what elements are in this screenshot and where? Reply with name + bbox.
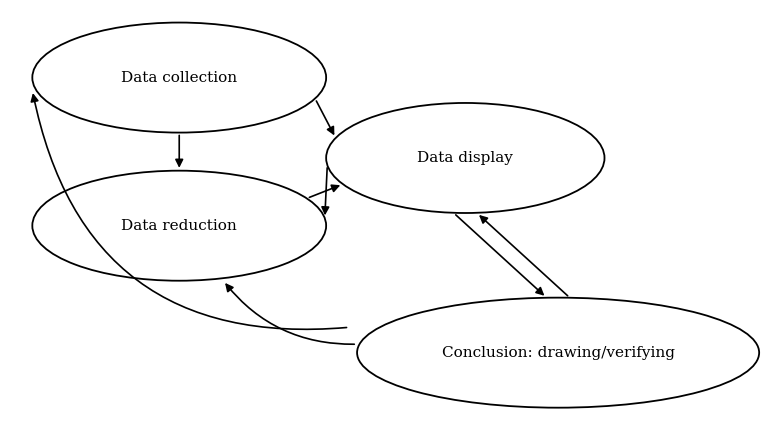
FancyArrowPatch shape (480, 216, 568, 296)
FancyArrowPatch shape (31, 95, 347, 329)
Ellipse shape (326, 103, 605, 213)
Text: Conclusion: drawing/verifying: Conclusion: drawing/verifying (442, 345, 674, 360)
Ellipse shape (357, 298, 759, 408)
Text: Data reduction: Data reduction (121, 219, 237, 233)
FancyArrowPatch shape (226, 284, 355, 344)
FancyArrowPatch shape (317, 101, 334, 134)
Ellipse shape (33, 171, 326, 281)
FancyArrowPatch shape (322, 168, 329, 213)
Text: Data display: Data display (417, 151, 513, 165)
Text: Data collection: Data collection (121, 71, 237, 85)
FancyArrowPatch shape (176, 135, 182, 166)
Ellipse shape (33, 23, 326, 132)
FancyArrowPatch shape (456, 215, 543, 294)
FancyArrowPatch shape (310, 185, 338, 197)
